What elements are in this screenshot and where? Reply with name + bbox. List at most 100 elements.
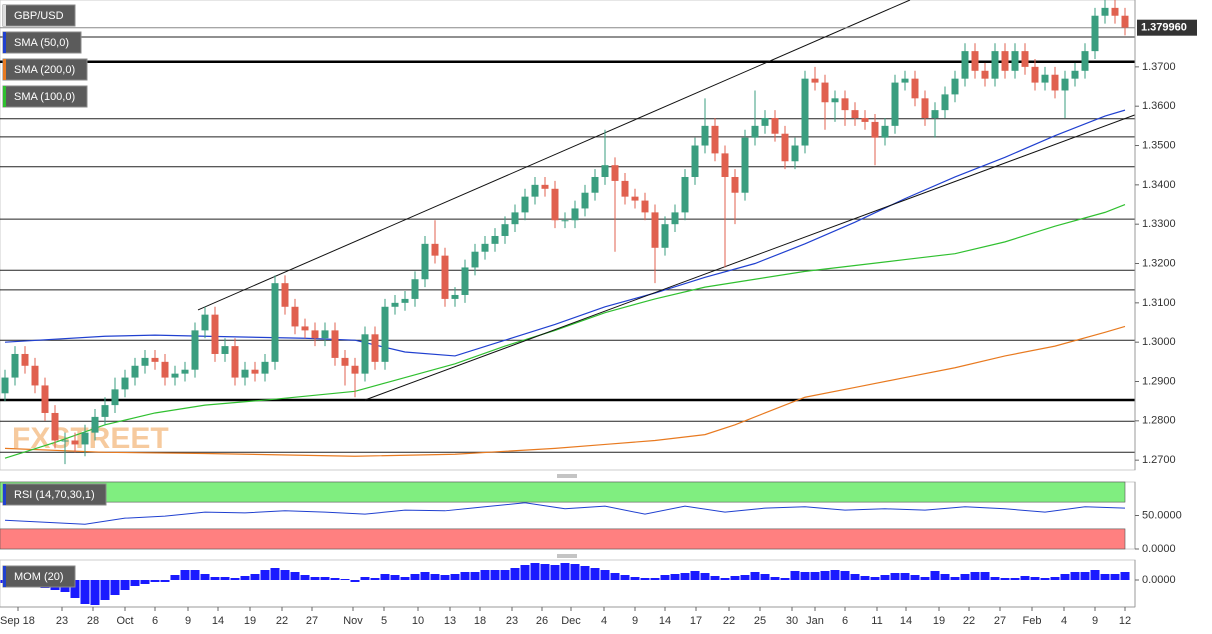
y-tick-label: 1.3600 [1142,100,1176,112]
legend-swatch [3,86,6,107]
y-tick-label: 50.0000 [1142,509,1182,521]
mom-bar [320,577,330,580]
candle-body [851,110,859,118]
mom-bar [910,575,920,580]
x-tick-label: 10 [412,615,424,627]
mom-bar [110,580,120,595]
candle-body [731,176,739,193]
mom-bar [790,571,800,580]
x-tick-label: 30 [786,615,798,627]
mom-bar [730,576,740,580]
mom-bar [550,565,560,580]
legend-swatch [3,5,6,26]
mom-bar [250,574,260,580]
candle-body [531,184,539,197]
mom-bar [140,580,150,584]
candle-body [421,243,429,280]
candle-body [221,346,229,354]
mom-bar [390,575,400,580]
mom-bar [990,577,1000,580]
mom-bar [1050,577,1060,580]
candle-body [391,302,399,307]
mom-bar [150,580,160,582]
mom-bar [190,570,200,580]
mom-bar [470,572,480,580]
candle-body [191,330,199,370]
mom-bar [660,575,670,580]
legend-label: RSI (14,70,30,1) [14,489,95,501]
candle-body [591,176,599,193]
candle-body [251,369,259,374]
x-tick-label: 14 [212,615,224,627]
mom-bar [630,577,640,580]
y-tick-label: 1.3300 [1142,218,1176,230]
candle-body [771,117,779,134]
mom-bar [1090,570,1100,580]
candle-body [301,326,309,331]
mom-bar [860,576,870,580]
candle-body [791,145,799,162]
candle-body [751,125,759,138]
x-tick-label: 4 [601,615,607,627]
x-tick-label: 14 [900,615,912,627]
x-tick-label: 27 [306,615,318,627]
candle-body [601,165,609,177]
mom-bar [830,570,840,580]
mom-bar [450,574,460,580]
x-tick-label: 6 [152,615,158,627]
candle-body [371,334,379,362]
x-tick-label: 23 [506,615,518,627]
candle-body [381,306,389,362]
candle-body [171,373,179,378]
candle-body [901,78,909,83]
x-tick-label: 14 [659,615,671,627]
candle-body [131,365,139,378]
mom-bar [580,566,590,580]
mom-bar [160,580,170,582]
mom-bar [1110,574,1120,580]
mom-bar [430,574,440,580]
candle-body [721,153,729,177]
candle-body [951,78,959,95]
x-tick-label: Feb [1023,615,1042,627]
mom-bar [300,575,310,580]
mom-bar [380,574,390,580]
candle-body [211,314,219,354]
x-tick-label: 11 [871,615,882,627]
candle-body [741,137,749,193]
y-tick-label: 0.0000 [1142,574,1176,586]
candle-body [541,184,549,189]
trend-line [364,114,1136,401]
candle-body [781,133,789,162]
rsi-line [4,502,1126,525]
candle-body [51,412,59,441]
x-tick-label: Oct [116,615,133,627]
mom-bar [410,574,420,580]
candle-body [1011,51,1019,71]
mom-bar [810,572,820,580]
mom-bar [270,568,280,580]
mom-bar [740,575,750,580]
x-tick-label: 13 [444,615,456,627]
x-tick-label: 9 [185,615,191,627]
mom-bar [900,573,910,580]
candle-body [201,314,209,331]
mom-bar [340,579,350,580]
candle-body [1101,7,1109,16]
mom-bar [200,574,210,580]
x-tick-label: 22 [723,615,735,627]
y-tick-label: 1.3500 [1142,139,1176,151]
mom-bar [710,576,720,580]
candle-body [761,117,769,126]
x-tick-label: 22 [276,615,288,627]
candle-body [501,224,509,236]
legend-swatch [3,59,6,80]
candle-body [361,334,369,374]
mom-bar [170,575,180,580]
candle-body [291,306,299,327]
legend-swatch [3,484,6,505]
candle-body [461,267,469,295]
mom-bar [210,577,220,580]
y-tick-label: 1.3100 [1142,297,1176,309]
